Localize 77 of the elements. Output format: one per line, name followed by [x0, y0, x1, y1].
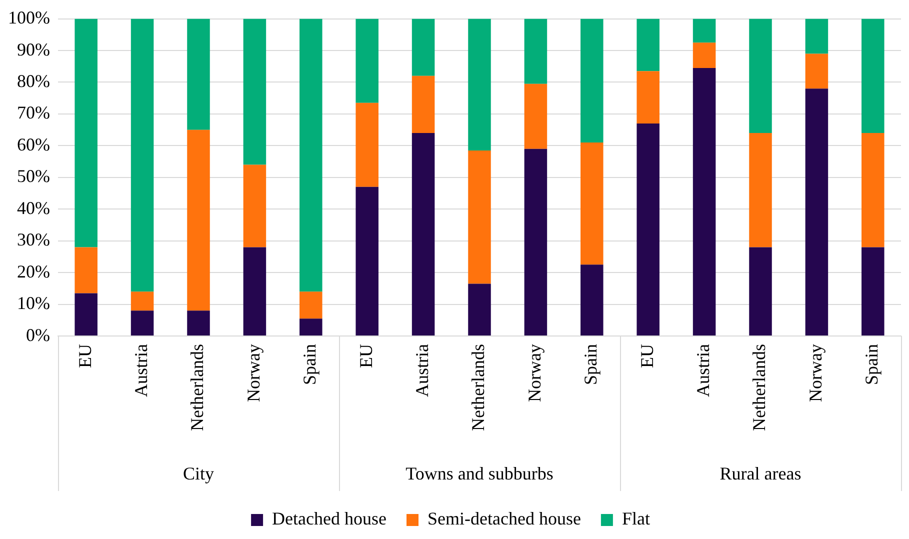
text: City — [182, 464, 214, 484]
bar — [862, 247, 884, 336]
bar — [130, 18, 154, 292]
bar — [243, 18, 266, 165]
bar — [805, 54, 828, 89]
bar — [74, 247, 98, 294]
bar — [74, 293, 98, 336]
y-tick-label: 20% — [16, 261, 50, 282]
legend-label: Detached house — [272, 508, 387, 529]
x-tick-label: EU — [74, 344, 95, 368]
legend-label: Semi-detached house — [428, 508, 581, 529]
bar — [692, 68, 716, 336]
x-tick-label: Norway — [524, 344, 544, 402]
bar — [636, 18, 660, 72]
bar — [749, 247, 772, 336]
bar — [356, 18, 378, 103]
bar — [243, 247, 266, 336]
bar — [580, 18, 604, 143]
bar — [300, 318, 322, 336]
bar — [636, 123, 660, 336]
bar — [524, 18, 548, 84]
bar — [74, 18, 98, 248]
bar — [412, 18, 435, 76]
x-tick-label: Norway — [243, 344, 264, 402]
bar — [412, 133, 435, 336]
bar — [468, 18, 491, 150]
bar — [805, 18, 828, 54]
bar — [524, 148, 548, 336]
x-tick-label: Spain — [300, 344, 320, 386]
bar — [187, 130, 210, 311]
x-tick-label: Austria — [693, 344, 714, 398]
x-tick-label: Spain — [862, 344, 882, 386]
y-tick-label: 40% — [16, 198, 50, 218]
bar — [692, 18, 716, 43]
bar — [130, 292, 154, 311]
y-tick-label: 100% — [8, 8, 50, 28]
y-tick-label: 30% — [16, 230, 50, 250]
bar — [300, 18, 322, 292]
bar — [243, 164, 266, 248]
x-tick-label: EU — [356, 344, 376, 368]
x-tick-label: Austria — [131, 344, 152, 398]
bar — [468, 150, 491, 284]
bar — [862, 18, 884, 134]
x-tick-label: Netherlands — [187, 344, 208, 431]
text: Rural areas — [720, 464, 802, 484]
bar — [356, 186, 378, 336]
text: Towns and subburbs — [406, 464, 554, 484]
x-tick-label: Austria — [412, 344, 432, 398]
bar — [749, 18, 772, 134]
x-tick-label: Norway — [805, 344, 826, 402]
bar — [805, 88, 828, 336]
x-tick-label: Netherlands — [468, 344, 488, 431]
bar — [300, 292, 322, 319]
bar — [524, 84, 548, 149]
bar — [130, 310, 154, 336]
bar — [412, 76, 435, 134]
y-tick-label: 90% — [16, 39, 50, 60]
legend-label: Flat — [622, 508, 650, 529]
y-tick-label: 50% — [16, 166, 50, 186]
bar — [749, 133, 772, 248]
y-tick-label: 0% — [26, 324, 50, 345]
bar — [580, 264, 604, 336]
x-tick-label: EU — [636, 344, 657, 368]
bar — [187, 310, 210, 336]
x-tick-label: Netherlands — [749, 344, 770, 431]
y-tick-label: 10% — [16, 293, 50, 314]
bar — [692, 42, 716, 68]
x-tick-label: Spain — [580, 344, 601, 386]
bar — [636, 71, 660, 124]
bar — [580, 142, 604, 265]
y-tick-label: 60% — [16, 134, 50, 154]
bar — [356, 102, 378, 187]
y-tick-label: 80% — [16, 70, 50, 91]
bar — [468, 284, 491, 336]
bar — [862, 133, 884, 248]
bar — [187, 18, 210, 130]
y-tick-label: 70% — [16, 102, 50, 123]
